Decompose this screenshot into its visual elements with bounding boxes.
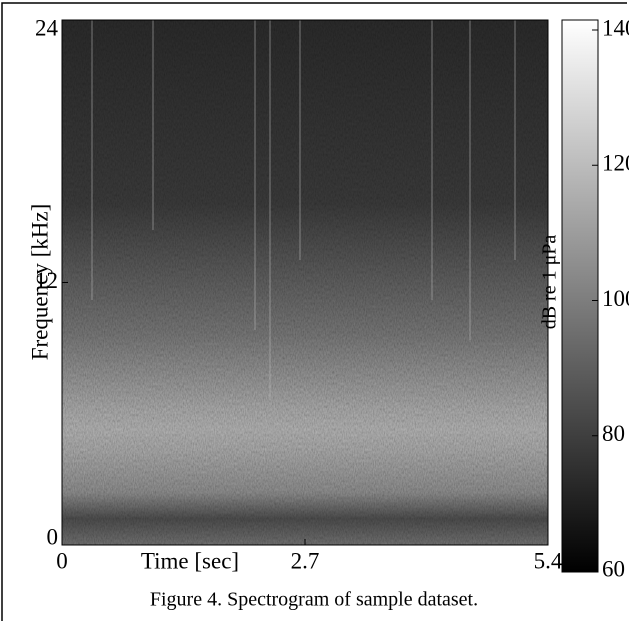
plot-area <box>61 19 549 546</box>
caption: Figure 4. Spectrogram of sample dataset. <box>150 589 478 611</box>
y-axis-label: Frequency [kHz] <box>27 204 52 360</box>
x-tick-label: 5.4 <box>534 548 563 573</box>
x-tick-label: 2.7 <box>291 548 320 573</box>
x-tick-label: 0 <box>56 548 68 573</box>
y-tick-label: 0 <box>47 524 59 549</box>
colorbar-tick-label: 60 <box>602 556 625 581</box>
y-tick-label: 24 <box>35 15 59 40</box>
colorbar-tick-label: 120 <box>602 151 629 176</box>
spectrogram-streaks <box>91 20 516 400</box>
spectrogram-texture <box>62 20 548 545</box>
colorbar-label: dB re 1 μPa <box>539 235 561 330</box>
x-axis-label: Time [sec] <box>141 548 239 573</box>
colorbar-tick-label: 100 <box>602 286 629 311</box>
colorbar-tick-label: 140 <box>602 15 629 40</box>
colorbar-tick-label: 80 <box>602 421 625 446</box>
colorbar <box>561 19 599 573</box>
y-tick-label: 12 <box>35 268 58 293</box>
